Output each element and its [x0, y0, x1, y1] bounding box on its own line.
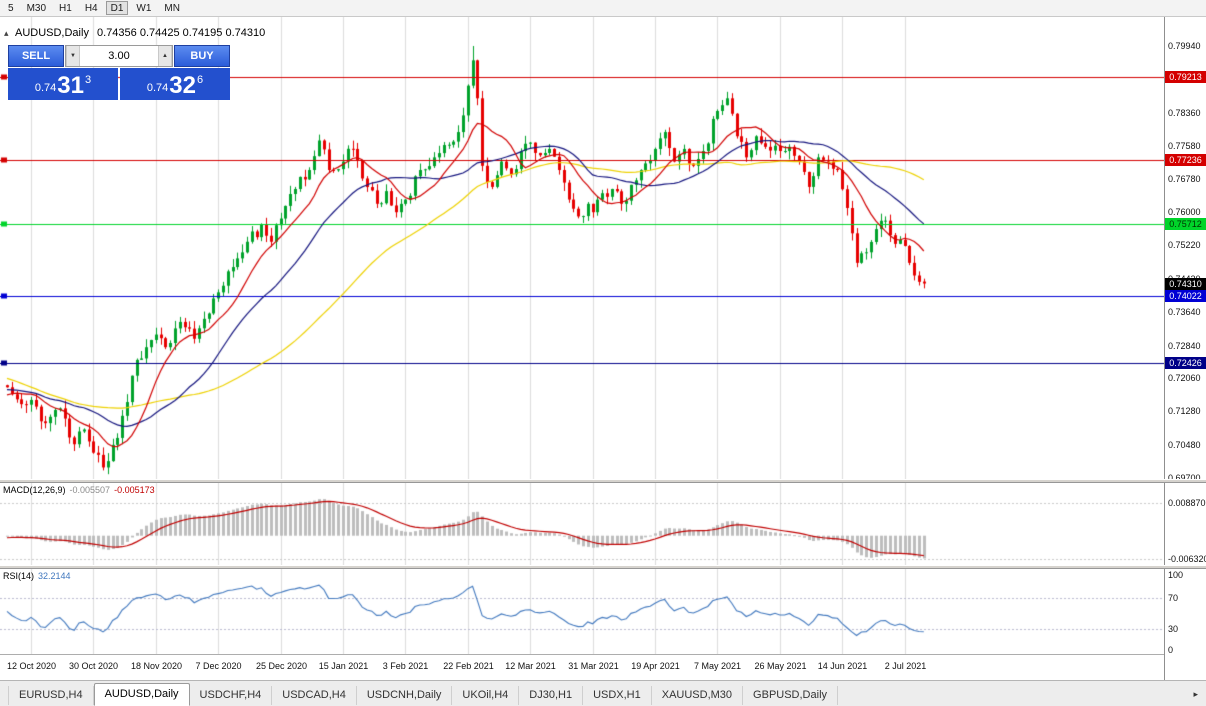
- rsi-indicator-canvas[interactable]: [0, 569, 1164, 654]
- price-scale[interactable]: 0.799400.791600.783600.775800.767800.760…: [1164, 17, 1206, 680]
- date-label: 2 Jul 2021: [884, 661, 927, 671]
- one-click-trading-panel: SELL ▼ ▲ BUY 0.74 31 3 0.74 32 6: [8, 45, 230, 100]
- time-axis[interactable]: 12 Oct 2020 30 Oct 2020 18 Nov 2020 7 Dec 2…: [0, 654, 1164, 680]
- volume-spinner: ▼ ▲: [65, 45, 173, 67]
- macd-name: MACD(12,26,9): [3, 485, 66, 495]
- current-price-tag: 0.74310: [1165, 277, 1206, 290]
- chart-tab[interactable]: EURUSD,H4: [8, 686, 94, 705]
- date-label: 12 Oct 2020: [6, 661, 57, 671]
- macd-indicator-canvas[interactable]: [0, 483, 1164, 565]
- price-scale-label: 0.75220: [1168, 240, 1201, 251]
- volume-decrease-button[interactable]: ▼: [66, 46, 80, 66]
- timeframe-button[interactable]: H1: [54, 1, 77, 15]
- chart-tab[interactable]: USDCAD,H4: [272, 686, 357, 705]
- level-price-tag: 0.77236: [1165, 154, 1206, 167]
- date-label: 25 Dec 2020: [255, 661, 308, 671]
- one-click-order-row: SELL ▼ ▲ BUY: [8, 45, 230, 67]
- date-label: 14 Jun 2021: [817, 661, 868, 671]
- date-label: 26 May 2021: [754, 661, 807, 671]
- chart-symbol-period: AUDUSD,Daily: [14, 27, 89, 39]
- sell-button[interactable]: SELL: [8, 45, 64, 67]
- price-scale-label: 0.76780: [1168, 174, 1201, 185]
- level-price-tag: 0.79213: [1165, 70, 1206, 83]
- date-label: 19 Apr 2021: [631, 661, 680, 671]
- level-price-tag: 0.72426: [1165, 356, 1206, 369]
- volume-input[interactable]: [80, 46, 158, 66]
- timeframe-button[interactable]: MN: [159, 1, 185, 15]
- rsi-pane-splitter[interactable]: [0, 565, 1206, 569]
- chart-ohlc-values: 0.74356 0.74425 0.74195 0.74310: [97, 27, 266, 39]
- price-scale-label: 0.79940: [1168, 41, 1201, 51]
- buy-price-pipette: 6: [197, 74, 204, 86]
- buy-button[interactable]: BUY: [174, 45, 230, 67]
- tab-scroll-right-icon[interactable]: ▸: [1193, 689, 1198, 699]
- timeframe-toolbar: 5 M30 H1 H4 D1 W1 MN: [0, 0, 1206, 17]
- timeframe-button-active[interactable]: D1: [105, 1, 129, 15]
- date-label: 31 Mar 2021: [568, 661, 619, 671]
- date-label: 7 May 2021: [693, 661, 742, 671]
- sell-price-display: 0.74 31 3: [8, 68, 118, 100]
- buy-price-display: 0.74 32 6: [120, 68, 230, 100]
- level-price-tag: 0.75712: [1165, 218, 1206, 231]
- chart-tab[interactable]: UKOil,H4: [452, 686, 520, 705]
- date-label: 7 Dec 2020: [195, 661, 242, 671]
- chart-tab[interactable]: USDX,H1: [583, 686, 652, 705]
- date-label: 22 Feb 2021: [443, 661, 494, 671]
- rsi-scale-label: 70: [1168, 593, 1179, 604]
- price-scale-label: 0.77580: [1168, 140, 1201, 151]
- rsi-value: 32.2144: [38, 571, 71, 581]
- one-click-collapse-icon[interactable]: ▴: [4, 28, 9, 38]
- rsi-scale-label: 0: [1168, 645, 1174, 655]
- one-click-price-row: 0.74 31 3 0.74 32 6: [8, 68, 230, 100]
- rsi-scale-label: 30: [1168, 623, 1179, 634]
- price-scale-label: 0.76000: [1168, 207, 1201, 218]
- date-label: 3 Feb 2021: [382, 661, 429, 671]
- date-label: 15 Jan 2021: [318, 661, 369, 671]
- buy-price-small: 0.74: [146, 82, 169, 94]
- macd-label: MACD(12,26,9) -0.005507 -0.005173: [3, 485, 155, 495]
- rsi-label: RSI(14) 32.2144: [3, 571, 71, 581]
- chart-tab[interactable]: DJ30,H1: [519, 686, 584, 705]
- sell-price-pipette: 3: [85, 74, 92, 86]
- macd-histogram-value: -0.005507: [69, 485, 111, 495]
- price-scale-label: 0.72840: [1168, 340, 1201, 351]
- timeframe-button[interactable]: M30: [22, 1, 51, 15]
- chart-title: ▴ AUDUSD,Daily 0.74356 0.74425 0.74195 0…: [4, 27, 265, 39]
- date-label: 18 Nov 2020: [130, 661, 183, 671]
- timeframe-button[interactable]: 5: [3, 1, 19, 15]
- price-scale-label: 0.71280: [1168, 406, 1201, 417]
- chart-tab-active[interactable]: AUDUSD,Daily: [93, 683, 190, 706]
- sell-price-big: 31: [57, 72, 84, 99]
- price-scale-label: 0.69700: [1168, 473, 1201, 483]
- price-scale-label: 0.72060: [1168, 373, 1201, 384]
- volume-increase-button[interactable]: ▲: [158, 46, 172, 66]
- macd-scale-label: 0.008870: [1168, 498, 1206, 508]
- chart-tab[interactable]: XAUUSD,M30: [652, 686, 744, 705]
- date-label: 30 Oct 2020: [68, 661, 119, 671]
- buy-price-big: 32: [169, 72, 196, 99]
- timeframe-button[interactable]: W1: [131, 1, 156, 15]
- macd-signal-value: -0.005173: [114, 485, 155, 495]
- chart-tab-bar: EURUSD,H4 AUDUSD,Daily USDCHF,H4 USDCAD,…: [0, 680, 1206, 706]
- rsi-scale-label: 100: [1168, 570, 1184, 580]
- macd-scale-label: -0.006320: [1168, 554, 1206, 564]
- macd-pane-splitter[interactable]: [0, 479, 1206, 483]
- timeframe-button[interactable]: H4: [80, 1, 103, 15]
- price-scale-label: 0.78360: [1168, 107, 1201, 118]
- chart-area: ▴ AUDUSD,Daily 0.74356 0.74425 0.74195 0…: [0, 17, 1164, 680]
- level-price-tag: 0.74022: [1165, 289, 1206, 302]
- chart-tab[interactable]: GBPUSD,Daily: [743, 686, 839, 705]
- price-scale-label: 0.70480: [1168, 440, 1201, 451]
- rsi-name: RSI(14): [3, 571, 35, 581]
- chart-tab[interactable]: USDCHF,H4: [190, 686, 273, 705]
- sell-price-small: 0.74: [34, 82, 57, 94]
- chart-tab[interactable]: USDCNH,Daily: [357, 686, 453, 705]
- price-scale-label: 0.73640: [1168, 306, 1201, 317]
- date-label: 12 Mar 2021: [505, 661, 556, 671]
